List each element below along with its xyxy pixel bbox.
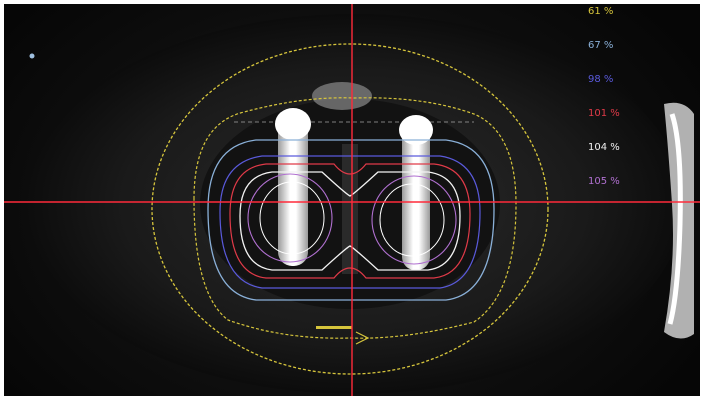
isodose-98-line: [219, 155, 481, 289]
crosshair-layer: [4, 4, 700, 396]
upper-bone-fragment: [312, 82, 372, 110]
isodose-105-left-line: [247, 173, 333, 263]
left-bone-column: [278, 116, 308, 266]
legend-98: 98 %: [588, 74, 614, 85]
midline-tissue: [342, 144, 358, 274]
ct-scan-image[interactable]: [4, 4, 700, 396]
isodose-inner-right-line: [379, 183, 445, 257]
legend-61: 61 %: [588, 6, 614, 17]
isodose-61-inner-line: [193, 97, 517, 339]
isodose-inner-left-line: [259, 181, 325, 255]
left-bone-head: [275, 108, 311, 140]
anatomy-layer: [24, 14, 694, 394]
isodose-104-line: [239, 171, 461, 271]
isodose-layer: [151, 43, 549, 375]
isodose-105-right-line: [371, 175, 457, 265]
right-femur-cortex: [667, 113, 683, 325]
legend-105: 105 %: [588, 176, 620, 187]
legend-104: 104 %: [588, 142, 620, 153]
right-bone-column: [402, 122, 430, 270]
legend-67: 67 %: [588, 40, 614, 51]
isodose-61-line: [151, 43, 549, 375]
crosshair-center-icon: [355, 331, 370, 345]
isodose-101-line: [229, 163, 471, 279]
right-bone-head: [399, 115, 433, 145]
bottom-marker-bar: [316, 326, 352, 329]
isodose-67-line: [207, 139, 495, 301]
marker-dot: [29, 53, 35, 59]
legend-101: 101 %: [588, 108, 620, 119]
